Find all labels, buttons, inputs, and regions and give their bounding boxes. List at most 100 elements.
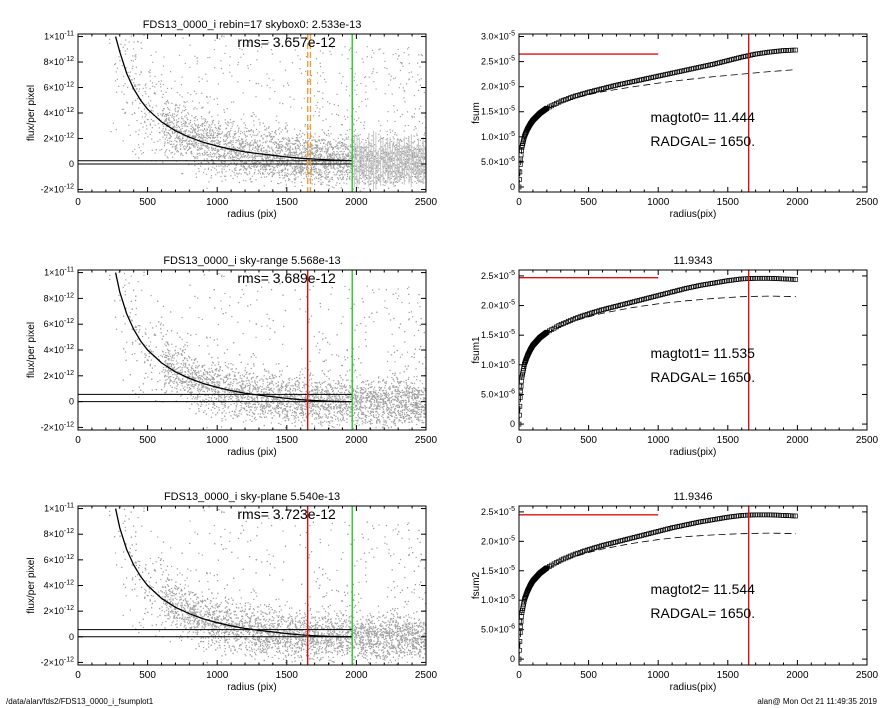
scatter-point (412, 162, 414, 165)
scatter-point (423, 171, 426, 173)
scatter-point (147, 102, 150, 104)
scatter-point (333, 103, 335, 106)
scatter-point (362, 138, 364, 141)
scatter-point (415, 81, 417, 83)
scatter-point (162, 93, 164, 96)
curve-marker (698, 64, 704, 70)
scatter-point (330, 156, 332, 158)
scatter-point (188, 123, 190, 125)
scatter-point (296, 140, 298, 142)
scatter-point (286, 159, 288, 161)
scatter-point (389, 129, 391, 131)
scatter-point (363, 127, 365, 130)
curve-marker (575, 92, 581, 98)
scatter-point (253, 156, 256, 159)
scatter-point (413, 151, 416, 154)
scatter-point (223, 35, 225, 38)
scatter-point (390, 166, 392, 168)
scatter-point (180, 132, 183, 134)
scatter-point (398, 172, 400, 174)
scatter-point (362, 61, 364, 63)
scatter-point (238, 158, 240, 160)
scatter-point (284, 180, 287, 182)
scatter-point (393, 163, 395, 165)
scatter-point (285, 147, 287, 149)
scatter-point (421, 180, 423, 182)
scatter-point (288, 173, 290, 175)
scatter-point (166, 99, 169, 102)
scatter-point (199, 124, 202, 127)
scatter-point (191, 115, 193, 117)
scatter-point (343, 150, 345, 153)
curve-marker (558, 98, 564, 104)
scatter-point (319, 140, 321, 142)
scatter-point (126, 101, 128, 103)
scatter-point (267, 158, 269, 160)
curve-marker (743, 53, 749, 59)
scatter-point (284, 146, 287, 148)
scatter-point (169, 124, 171, 127)
scatter-point (312, 167, 314, 169)
scatter-point (272, 155, 274, 157)
scatter-point (299, 171, 302, 173)
scatter-point (394, 147, 397, 149)
scatter-point (194, 129, 196, 131)
scatter-point (419, 84, 421, 86)
scatter-point (258, 155, 260, 157)
scatter-point (201, 123, 203, 126)
scatter-point (131, 113, 133, 116)
scatter-point (187, 134, 189, 136)
scatter-point (356, 84, 358, 86)
scatter-point (297, 139, 299, 141)
scatter-point (217, 139, 219, 142)
scatter-point (223, 168, 225, 170)
scatter-point (312, 148, 314, 150)
scatter-point (157, 140, 159, 142)
scatter-point (271, 171, 273, 173)
scatter-point (354, 146, 357, 148)
scatter-point (367, 170, 369, 172)
scatter-point (418, 120, 420, 123)
scatter-point (130, 35, 132, 37)
scatter-point (381, 158, 383, 160)
scatter-point (407, 153, 409, 156)
scatter-point (350, 67, 352, 70)
scatter-point (319, 153, 321, 155)
scatter-point (361, 100, 363, 103)
scatter-point (416, 148, 418, 151)
curve-marker (644, 76, 649, 82)
scatter-point (329, 146, 331, 148)
scatter-point (364, 165, 366, 167)
scatter-point (281, 129, 283, 131)
scatter-point (194, 131, 197, 134)
scatter-point (315, 168, 317, 170)
curve-marker (589, 88, 595, 94)
scatter-point (249, 79, 251, 82)
scatter-point (362, 151, 364, 153)
scatter-point (124, 111, 127, 113)
scatter-point (340, 145, 342, 147)
scatter-point (390, 170, 392, 173)
scatter-point (251, 115, 253, 117)
scatter-point (251, 42, 253, 44)
scatter-point (233, 145, 235, 148)
scatter-point (266, 149, 268, 151)
scatter-point (173, 128, 176, 130)
scatter-point (136, 119, 138, 122)
scatter-point (193, 144, 195, 146)
scatter-point (285, 154, 287, 156)
scatter-point (331, 158, 333, 160)
scatter-point (260, 149, 262, 152)
scatter-point (151, 127, 153, 129)
scatter-point (306, 167, 308, 169)
scatter-point (314, 150, 316, 152)
scatter-point (208, 181, 210, 183)
scatter-point (284, 127, 286, 130)
scatter-point (179, 94, 181, 96)
scatter-point (240, 156, 243, 158)
scatter-point (230, 175, 232, 177)
scatter-point (220, 67, 223, 70)
curve-marker (617, 81, 623, 87)
scatter-point (365, 91, 367, 93)
scatter-point (334, 168, 336, 170)
